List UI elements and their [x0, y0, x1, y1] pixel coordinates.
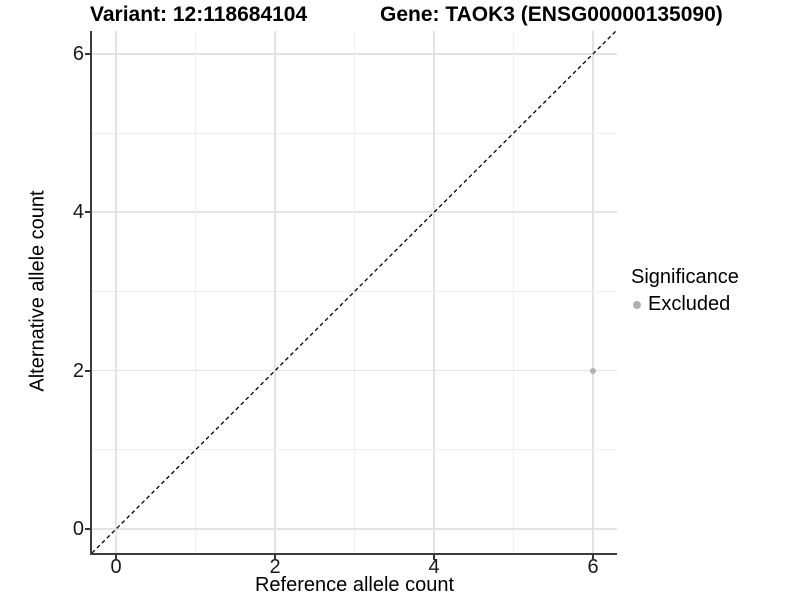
y-tick-label: 0 — [72, 518, 84, 540]
y-tick — [85, 369, 90, 372]
legend: Significance Excluded — [631, 266, 739, 316]
plot-title-variant: Variant: 12:118684104 — [90, 3, 308, 26]
data-point — [590, 367, 596, 374]
gridline — [92, 528, 617, 530]
gridline — [354, 31, 355, 553]
y-tick — [85, 211, 90, 214]
gridline — [115, 31, 117, 553]
x-axis-line — [90, 553, 617, 555]
x-tick-label: 6 — [587, 556, 599, 578]
x-tick-label: 4 — [428, 556, 440, 578]
y-tick-label: 2 — [72, 360, 84, 382]
identity-line — [92, 31, 617, 553]
x-tick — [433, 555, 435, 560]
x-tick — [115, 555, 117, 560]
x-tick — [274, 555, 276, 560]
gridline — [433, 31, 435, 553]
x-tick — [592, 555, 594, 560]
gridline — [592, 31, 594, 553]
y-tick — [85, 52, 90, 55]
plot-panel — [92, 31, 617, 553]
y-axis-title: Alternative allele count — [26, 190, 49, 392]
legend-item-label: Excluded — [648, 293, 731, 315]
y-tick-label: 4 — [72, 201, 84, 223]
gridline — [92, 449, 617, 451]
legend-item: Excluded — [631, 293, 739, 316]
x-axis-title: Reference allele count — [254, 574, 454, 596]
gridline — [513, 31, 514, 553]
gridline — [92, 369, 617, 372]
y-axis-line — [90, 31, 92, 555]
y-tick-label: 6 — [72, 43, 84, 65]
gridline — [195, 31, 196, 553]
x-tick-label: 0 — [110, 556, 122, 578]
identity-line-layer — [92, 31, 617, 553]
legend-title: Significance — [631, 266, 739, 288]
plot-title-gene: Gene: TAOK3 (ENSG00000135090) — [380, 3, 723, 26]
legend-key-dot-icon — [633, 300, 641, 309]
y-tick — [85, 528, 90, 530]
x-tick-label: 2 — [269, 556, 281, 578]
gridline — [274, 31, 276, 553]
